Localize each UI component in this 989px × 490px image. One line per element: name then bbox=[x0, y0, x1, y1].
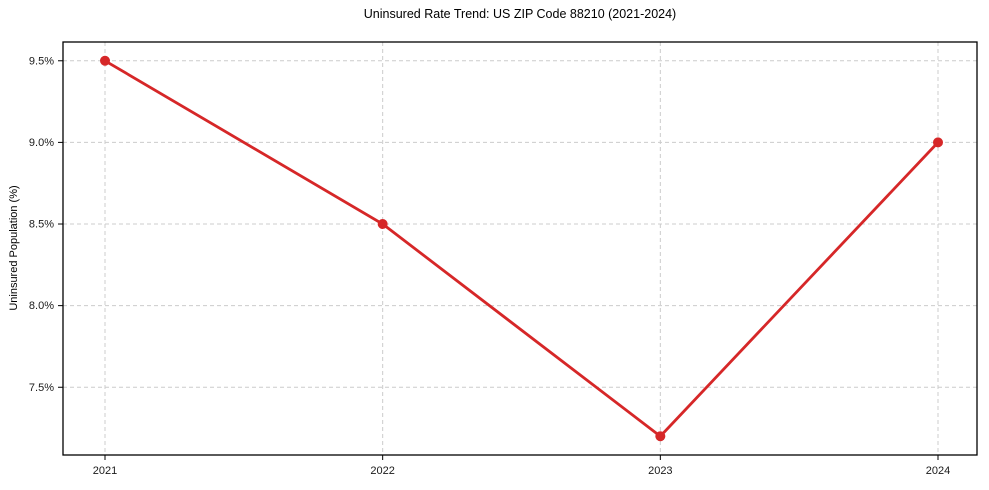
y-tick-label: 9.0% bbox=[29, 137, 54, 149]
data-point bbox=[655, 431, 666, 442]
x-tick-label: 2024 bbox=[926, 465, 950, 477]
chart-title: Uninsured Rate Trend: US ZIP Code 88210 … bbox=[363, 7, 677, 21]
y-tick-label: 9.5% bbox=[29, 55, 54, 67]
x-tick-label: 2022 bbox=[370, 465, 394, 477]
data-point bbox=[933, 137, 943, 148]
trend-line bbox=[103, 59, 940, 438]
data-point bbox=[377, 219, 388, 230]
y-tick-label: 8.0% bbox=[29, 300, 54, 312]
data-point bbox=[100, 55, 110, 66]
y-tick-label: 8.5% bbox=[29, 219, 54, 231]
plot-border bbox=[62, 41, 978, 456]
x-tick-label: 2023 bbox=[648, 465, 672, 477]
y-tick-label: 7.5% bbox=[29, 382, 54, 394]
x-tick-label: 2021 bbox=[93, 465, 117, 477]
